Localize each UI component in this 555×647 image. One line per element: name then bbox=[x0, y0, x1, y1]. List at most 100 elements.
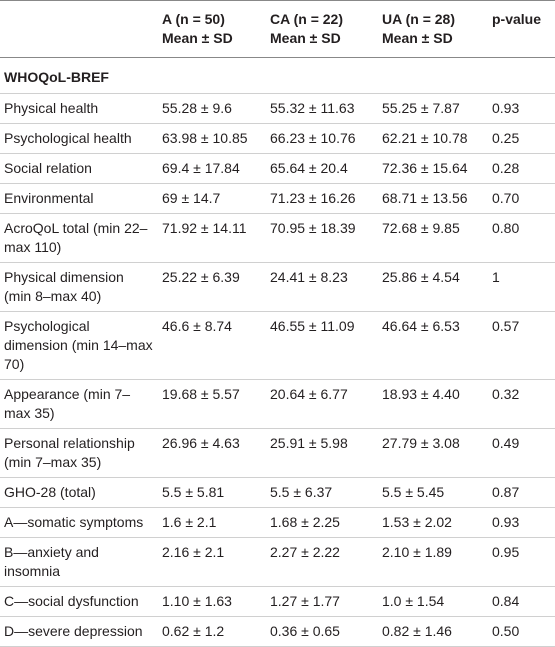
cell: 26.96 ± 4.63 bbox=[162, 435, 240, 451]
header-line: Mean ± SD bbox=[270, 30, 341, 46]
row-label: Psychological health bbox=[4, 130, 132, 146]
cell: 25.86 ± 4.54 bbox=[382, 269, 460, 285]
table-row: Social relation 69.4 ± 17.84 65.64 ± 20.4 7… bbox=[0, 154, 555, 184]
row-label: AcroQoL total (min 22–max 110) bbox=[4, 220, 148, 255]
cell: 72.36 ± 15.64 bbox=[382, 160, 468, 176]
cell: 25.91 ± 5.98 bbox=[270, 435, 348, 451]
header-cell: UA (n = 28) Mean ± SD bbox=[378, 1, 488, 58]
cell: 63.98 ± 10.85 bbox=[162, 130, 248, 146]
table-row: Appearance (min 7–max 35) 19.68 ± 5.57 20.… bbox=[0, 380, 555, 429]
cell: 24.41 ± 8.23 bbox=[270, 269, 348, 285]
header-line: p-value bbox=[492, 11, 542, 27]
cell: 5.5 ± 5.45 bbox=[382, 484, 445, 500]
cell: 55.28 ± 9.6 bbox=[162, 100, 232, 116]
cell: 62.21 ± 10.78 bbox=[382, 130, 468, 146]
cell: 70.95 ± 18.39 bbox=[270, 220, 356, 236]
row-label: Psychological dimension (min 14–max 70) bbox=[4, 318, 153, 372]
table-row: Personal relationship (min 7–max 35) 26.9… bbox=[0, 429, 555, 478]
cell: 55.32 ± 11.63 bbox=[270, 100, 355, 116]
cell: 25.22 ± 6.39 bbox=[162, 269, 240, 285]
cell: 20.64 ± 6.77 bbox=[270, 386, 348, 402]
cell: 27.79 ± 3.08 bbox=[382, 435, 460, 451]
cell: 0.93 bbox=[492, 514, 520, 530]
cell: 72.68 ± 9.85 bbox=[382, 220, 460, 236]
table-row: Physical dimension (min 8–max 40) 25.22 ±… bbox=[0, 263, 555, 312]
cell: 0.95 bbox=[492, 544, 520, 560]
cell: 46.6 ± 8.74 bbox=[162, 318, 232, 334]
cell: 46.55 ± 11.09 bbox=[270, 318, 355, 334]
cell: 0.93 bbox=[492, 100, 520, 116]
cell: 1.53 ± 2.02 bbox=[382, 514, 452, 530]
table-row: Physical health 55.28 ± 9.6 55.32 ± 11.63 5… bbox=[0, 94, 555, 124]
cell: 65.64 ± 20.4 bbox=[270, 160, 348, 176]
cell: 0.50 bbox=[492, 623, 520, 639]
row-label: Physical dimension (min 8–max 40) bbox=[4, 269, 124, 304]
cell: 5.5 ± 5.81 bbox=[162, 484, 225, 500]
cell: 46.64 ± 6.53 bbox=[382, 318, 460, 334]
table-row: Psychological dimension (min 14–max 70) 4… bbox=[0, 312, 555, 380]
header-line: Mean ± SD bbox=[382, 30, 453, 46]
table-row: A—somatic symptoms 1.6 ± 2.1 1.68 ± 2.25 1.… bbox=[0, 508, 555, 538]
table-row: D—severe depression 0.62 ± 1.2 0.36 ± 0.65… bbox=[0, 617, 555, 647]
table-header: A (n = 50) Mean ± SD CA (n = 22) Mean ± SD U… bbox=[0, 0, 555, 58]
cell: 71.92 ± 14.11 bbox=[162, 220, 247, 236]
section-row: WHOQoL-BREF bbox=[0, 58, 555, 94]
header-line: A (n = 50) bbox=[162, 11, 225, 27]
header-cell: A (n = 50) Mean ± SD bbox=[158, 1, 266, 58]
header-empty bbox=[0, 1, 158, 58]
cell: 5.5 ± 6.37 bbox=[270, 484, 333, 500]
header-cell: p-value bbox=[488, 1, 555, 58]
row-label: GHO-28 (total) bbox=[4, 484, 96, 500]
cell: 1.6 ± 2.1 bbox=[162, 514, 217, 530]
cell: 1 bbox=[492, 269, 500, 285]
cell: 1.10 ± 1.63 bbox=[162, 593, 232, 609]
header-row: A (n = 50) Mean ± SD CA (n = 22) Mean ± SD U… bbox=[0, 0, 555, 58]
cell: 1.27 ± 1.77 bbox=[270, 593, 340, 609]
cell: 66.23 ± 10.76 bbox=[270, 130, 356, 146]
row-label: B—anxiety and insomnia bbox=[4, 544, 99, 579]
cell: 0.49 bbox=[492, 435, 520, 451]
row-label: Environmental bbox=[4, 190, 94, 206]
cell: 2.10 ± 1.89 bbox=[382, 544, 452, 560]
cell: 0.57 bbox=[492, 318, 520, 334]
row-label: Appearance (min 7–max 35) bbox=[4, 386, 131, 421]
header-line: CA (n = 22) bbox=[270, 11, 343, 27]
cell: 19.68 ± 5.57 bbox=[162, 386, 240, 402]
row-label: C—social dysfunction bbox=[4, 593, 139, 609]
cell: 0.82 ± 1.46 bbox=[382, 623, 452, 639]
cell: 0.70 bbox=[492, 190, 520, 206]
table-row: Psychological health 63.98 ± 10.85 66.23 ±… bbox=[0, 124, 555, 154]
cell: 55.25 ± 7.87 bbox=[382, 100, 460, 116]
cell: 0.36 ± 0.65 bbox=[270, 623, 340, 639]
row-label: Personal relationship (min 7–max 35) bbox=[4, 435, 135, 470]
row-label: Social relation bbox=[4, 160, 92, 176]
cell: 69 ± 14.7 bbox=[162, 190, 221, 206]
cell: 0.25 bbox=[492, 130, 520, 146]
cell: 1.0 ± 1.54 bbox=[382, 593, 445, 609]
header-line: UA (n = 28) bbox=[382, 11, 455, 27]
header-line: Mean ± SD bbox=[162, 30, 233, 46]
cell: 69.4 ± 17.84 bbox=[162, 160, 240, 176]
cell: 0.80 bbox=[492, 220, 520, 236]
table-row: C—social dysfunction 1.10 ± 1.63 1.27 ± 1.… bbox=[0, 587, 555, 617]
table-row: B—anxiety and insomnia 2.16 ± 2.1 2.27 ± 2… bbox=[0, 538, 555, 587]
table-row: Environmental 69 ± 14.7 71.23 ± 16.26 68.71… bbox=[0, 184, 555, 214]
row-label: Physical health bbox=[4, 100, 99, 116]
cell: 0.28 bbox=[492, 160, 520, 176]
cell: 0.84 bbox=[492, 593, 520, 609]
cell: 0.62 ± 1.2 bbox=[162, 623, 225, 639]
cell: 2.27 ± 2.22 bbox=[270, 544, 340, 560]
section-label: WHOQoL-BREF bbox=[4, 69, 109, 85]
row-label: A—somatic symptoms bbox=[4, 514, 144, 530]
cell: 71.23 ± 16.26 bbox=[270, 190, 356, 206]
cell: 1.68 ± 2.25 bbox=[270, 514, 340, 530]
table-row: AcroQoL total (min 22–max 110) 71.92 ± 14… bbox=[0, 214, 555, 263]
header-cell: CA (n = 22) Mean ± SD bbox=[266, 1, 378, 58]
cell: 0.32 bbox=[492, 386, 520, 402]
cell: 0.87 bbox=[492, 484, 520, 500]
table-row: GHO-28 (total) 5.5 ± 5.81 5.5 ± 6.37 5.5 ± … bbox=[0, 478, 555, 508]
table-body: WHOQoL-BREF Physical health 55.28 ± 9.6 55… bbox=[0, 58, 555, 647]
cell: 68.71 ± 13.56 bbox=[382, 190, 468, 206]
